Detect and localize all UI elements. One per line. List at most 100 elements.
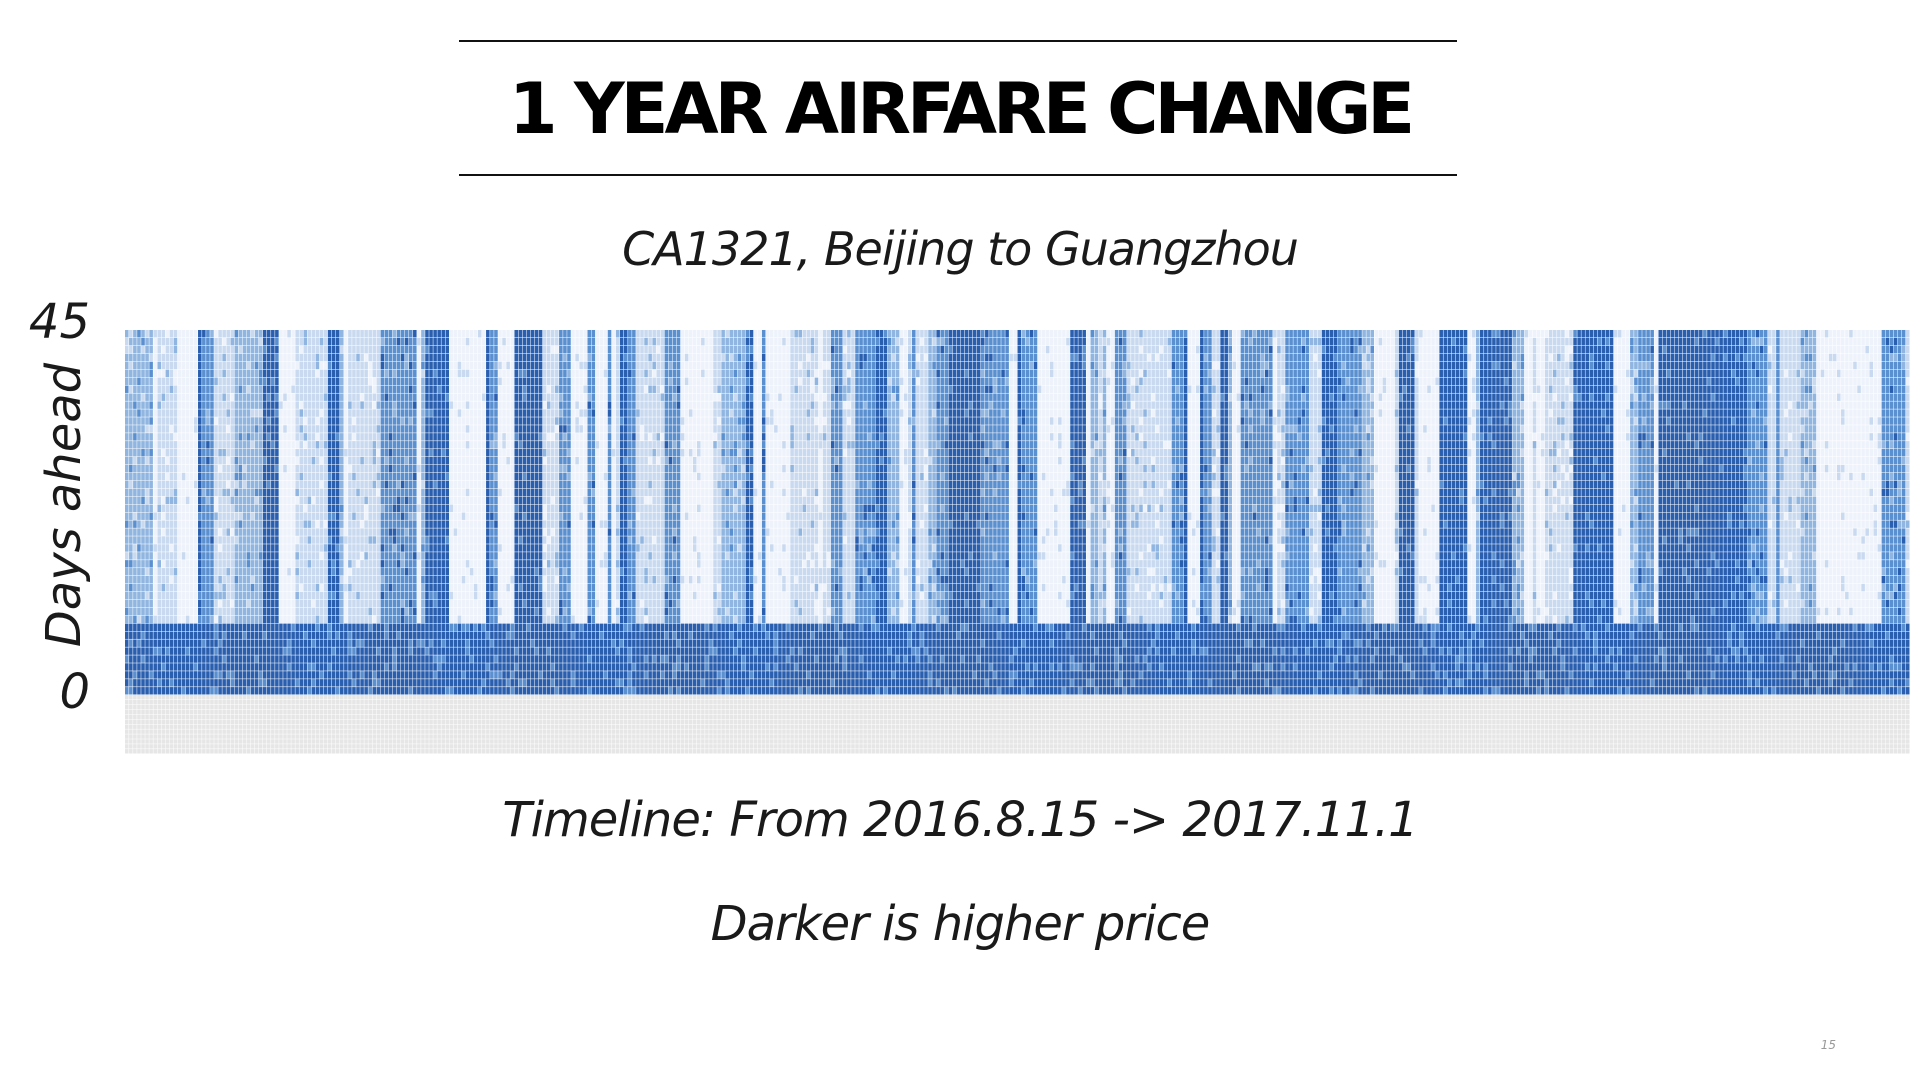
heatmap-cell xyxy=(226,441,230,449)
heatmap-cell xyxy=(246,496,251,505)
heatmap-cell xyxy=(315,393,320,401)
heatmap-cell xyxy=(429,663,433,671)
heatmap-cell xyxy=(344,623,348,632)
heatmap-empty-cell xyxy=(210,734,214,739)
heatmap-cell xyxy=(242,425,247,433)
heatmap-cell xyxy=(133,456,137,465)
heatmap-cell xyxy=(214,544,218,552)
heatmap-cell xyxy=(283,568,287,576)
heatmap-empty-cell xyxy=(396,739,401,744)
heatmap-cell xyxy=(449,472,454,481)
heatmap-empty-cell xyxy=(161,709,166,715)
heatmap-cell xyxy=(400,417,405,425)
heatmap-cell xyxy=(202,393,206,401)
heatmap-cell xyxy=(449,623,454,632)
heatmap-cell xyxy=(234,599,239,608)
heatmap-cell xyxy=(262,536,267,544)
heatmap-cell xyxy=(202,330,206,338)
heatmap-cell xyxy=(376,528,381,536)
heatmap-cell xyxy=(453,393,458,401)
heatmap-cell xyxy=(352,536,356,544)
heatmap-cell xyxy=(283,425,287,433)
heatmap-cell xyxy=(327,583,332,592)
heatmap-cell xyxy=(275,496,279,505)
heatmap-empty-cell xyxy=(417,724,421,729)
heatmap-cell xyxy=(141,512,145,520)
heatmap-empty-cell xyxy=(258,695,263,700)
heatmap-cell xyxy=(254,369,259,378)
heatmap-cell xyxy=(429,409,433,417)
heatmap-empty-cell xyxy=(384,695,389,700)
heatmap-cell xyxy=(153,663,157,671)
heatmap-cell xyxy=(388,385,393,393)
heatmap-cell xyxy=(441,560,445,568)
heatmap-empty-cell xyxy=(315,699,320,705)
heatmap-cell xyxy=(271,583,275,592)
heatmap-cell xyxy=(230,631,235,639)
heatmap-column xyxy=(185,330,190,754)
heatmap-empty-cell xyxy=(279,714,283,720)
heatmap-cell xyxy=(157,464,162,473)
heatmap-cell xyxy=(125,575,129,584)
heatmap-cell xyxy=(433,345,437,354)
heatmap-cell xyxy=(331,687,336,695)
heatmap-empty-cell xyxy=(271,699,275,705)
heatmap-cell xyxy=(429,544,433,552)
heatmap-cell xyxy=(129,631,133,639)
heatmap-cell xyxy=(400,377,405,386)
heatmap-cell xyxy=(457,345,462,354)
heatmap-cell xyxy=(323,591,328,600)
heatmap-cell xyxy=(372,583,377,592)
heatmap-cell xyxy=(303,687,308,695)
heatmap-cell xyxy=(153,671,157,679)
heatmap-cell xyxy=(380,393,385,401)
heatmap-empty-cell xyxy=(417,704,421,710)
heatmap-empty-cell xyxy=(266,729,271,734)
heatmap-empty-cell xyxy=(169,719,174,724)
heatmap-cell xyxy=(352,353,356,362)
heatmap-cell xyxy=(445,639,450,647)
heatmap-cell xyxy=(189,464,194,473)
heatmap-cell xyxy=(250,663,255,671)
heatmap-cell xyxy=(242,687,247,695)
heatmap-cell xyxy=(173,425,178,433)
heatmap-cell xyxy=(331,591,336,600)
heatmap-empty-cell xyxy=(165,714,170,720)
heatmap-empty-cell xyxy=(141,719,145,724)
heatmap-cell xyxy=(275,425,279,433)
heatmap-empty-cell xyxy=(161,719,166,724)
heatmap-cell xyxy=(125,671,129,679)
heatmap-empty-cell xyxy=(299,709,303,715)
heatmap-cell xyxy=(315,655,320,663)
heatmap-cell xyxy=(315,449,320,457)
heatmap-empty-cell xyxy=(323,719,328,724)
heatmap-empty-cell xyxy=(461,734,466,739)
heatmap-empty-cell xyxy=(344,729,348,734)
heatmap-cell xyxy=(250,552,255,560)
heatmap-empty-cell xyxy=(376,729,381,734)
heatmap-cell xyxy=(408,599,413,608)
heatmap-cell xyxy=(230,599,235,608)
heatmap-cell xyxy=(214,456,218,465)
heatmap-cell xyxy=(315,337,320,346)
heatmap-cell xyxy=(189,441,194,449)
heatmap-cell xyxy=(218,464,222,473)
heatmap-cell xyxy=(295,599,299,608)
heatmap-cell xyxy=(331,623,336,632)
heatmap-empty-cell xyxy=(202,744,206,749)
heatmap-cell xyxy=(193,401,198,409)
heatmap-cell xyxy=(441,655,445,663)
heatmap-cell xyxy=(275,433,279,441)
heatmap-cell xyxy=(283,639,287,647)
heatmap-cell xyxy=(275,655,279,663)
heatmap-cell xyxy=(295,560,299,568)
heatmap-cell xyxy=(352,488,356,497)
heatmap-empty-cell xyxy=(425,744,429,749)
heatmap-cell xyxy=(327,687,332,695)
heatmap-empty-cell xyxy=(254,744,259,749)
heatmap-cell xyxy=(137,361,141,370)
heatmap-empty-cell xyxy=(246,724,251,729)
heatmap-empty-cell xyxy=(226,695,230,700)
heatmap-cell xyxy=(145,647,149,655)
heatmap-cell xyxy=(457,433,462,441)
